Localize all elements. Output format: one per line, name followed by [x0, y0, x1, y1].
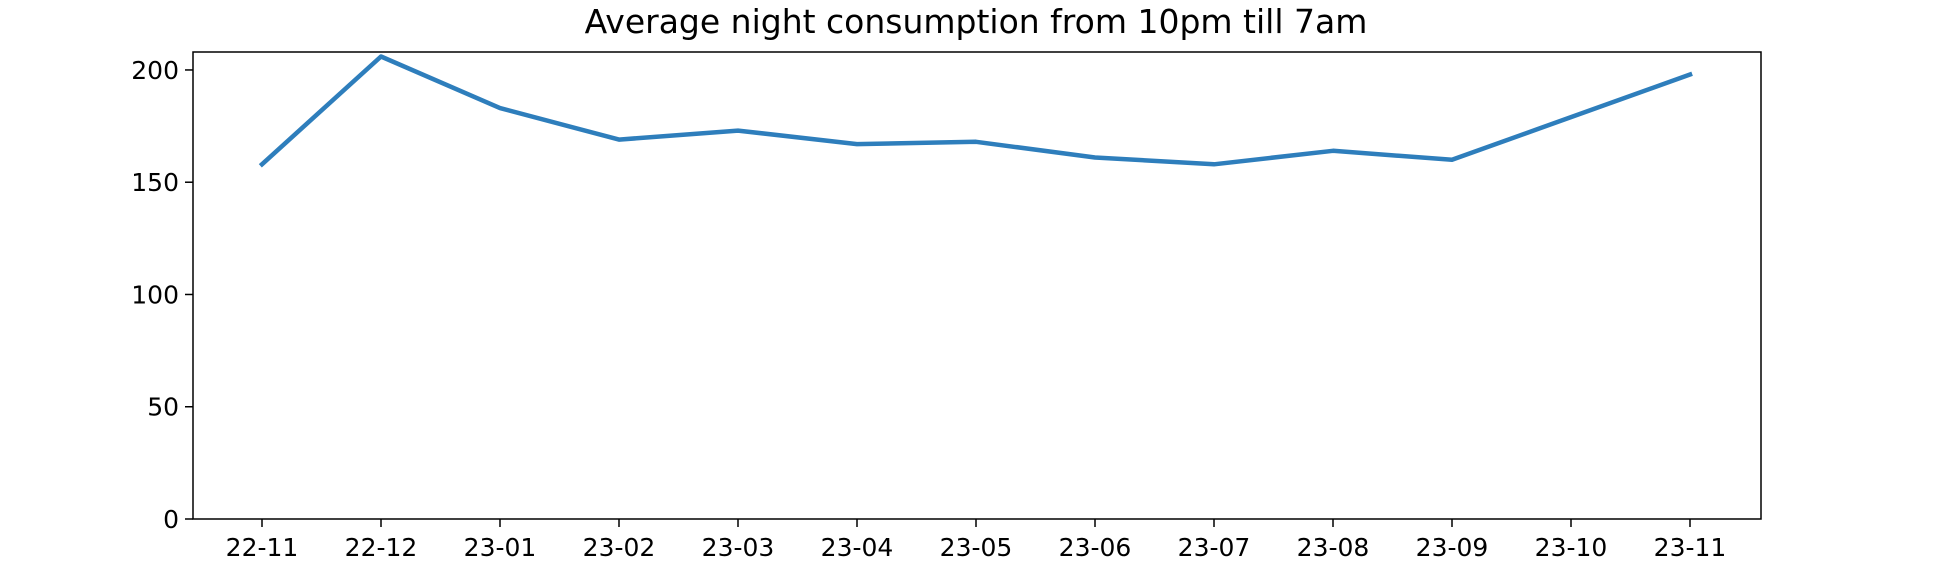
x-tick-label: 23-01 — [464, 533, 537, 562]
x-tick-label: 23-09 — [1416, 533, 1489, 562]
x-tick-label: 23-05 — [940, 533, 1013, 562]
x-tick-label: 23-06 — [1059, 533, 1132, 562]
x-tick-label: 23-08 — [1297, 533, 1370, 562]
x-tick-label: 23-11 — [1654, 533, 1727, 562]
y-axis: 0 50 100 150 200 — [131, 56, 193, 534]
y-tick-label: 0 — [163, 505, 179, 534]
y-tick-label: 200 — [131, 56, 179, 85]
chart-title: Average night consumption from 10pm till… — [585, 2, 1368, 41]
axes-frame — [192, 51, 1762, 520]
y-tick-label: 50 — [147, 393, 179, 422]
x-tick-label: 23-04 — [821, 533, 894, 562]
y-tick-label: 150 — [131, 168, 179, 197]
x-tick-label: 23-07 — [1178, 533, 1251, 562]
x-tick-label: 22-12 — [345, 533, 418, 562]
x-axis: 22-11 22-12 23-01 23-02 23-03 23-04 23-05 23-06… — [226, 519, 1727, 562]
x-tick-label: 23-02 — [583, 533, 656, 562]
y-tick-label: 100 — [131, 280, 179, 309]
x-tick-label: 22-11 — [226, 533, 299, 562]
series-layer — [258, 54, 1693, 168]
x-tick-label: 23-03 — [702, 533, 775, 562]
x-tick-label: 23-10 — [1535, 533, 1608, 562]
series-line — [258, 54, 1693, 168]
